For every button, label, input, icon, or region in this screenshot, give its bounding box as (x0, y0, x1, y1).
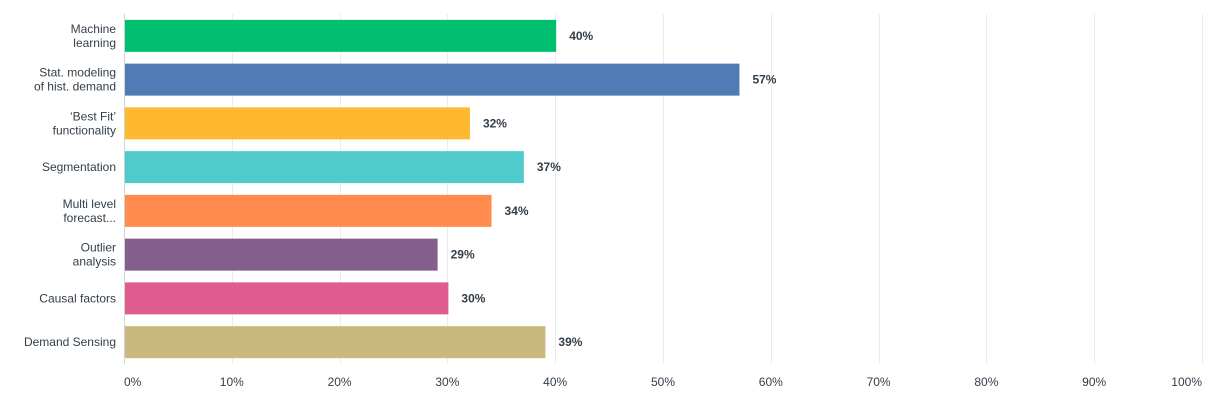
bar (125, 107, 470, 140)
data-label: 39% (558, 335, 582, 349)
x-tick-label: 10% (220, 375, 244, 389)
x-tick-label: 40% (543, 375, 567, 389)
data-label: 57% (752, 73, 776, 87)
category-label: Multi level forecast... (63, 197, 116, 225)
bar (125, 63, 740, 96)
label-layer: 0% 10% 20% 30% 40% 50% 60% 70% 80% 90% 100% Machine… (24, 22, 1202, 389)
x-tick-label: 30% (435, 375, 459, 389)
data-label: 40% (569, 29, 593, 43)
x-tick-label: 90% (1082, 375, 1106, 389)
data-label: 32% (483, 116, 507, 130)
category-label: Outlier analysis (73, 241, 116, 269)
x-tick-label: 100% (1171, 375, 1202, 389)
data-label: 37% (537, 160, 561, 174)
bar (125, 19, 557, 52)
category-label: Segmentation (42, 160, 116, 174)
category-label: Stat. modeling of hist. demand (34, 66, 116, 94)
bar (125, 151, 524, 184)
category-label: Machine learning (71, 22, 117, 50)
category-label: Causal factors (39, 291, 116, 305)
x-tick-label: 60% (759, 375, 783, 389)
x-tick-label: 20% (328, 375, 352, 389)
bar (125, 194, 492, 227)
category-label: Demand Sensing (24, 335, 116, 349)
x-tick-label: 0% (124, 375, 142, 389)
category-label: ‘Best Fit’ functionality (53, 109, 116, 137)
x-tick-label: 80% (974, 375, 998, 389)
bar (125, 326, 546, 359)
bar (125, 282, 449, 315)
bar (125, 238, 438, 271)
bar-layer (125, 19, 740, 359)
data-label: 30% (461, 291, 485, 305)
data-label: 29% (451, 248, 475, 262)
data-label: 34% (505, 204, 529, 218)
x-tick-label: 50% (651, 375, 675, 389)
x-tick-label: 70% (867, 375, 891, 389)
